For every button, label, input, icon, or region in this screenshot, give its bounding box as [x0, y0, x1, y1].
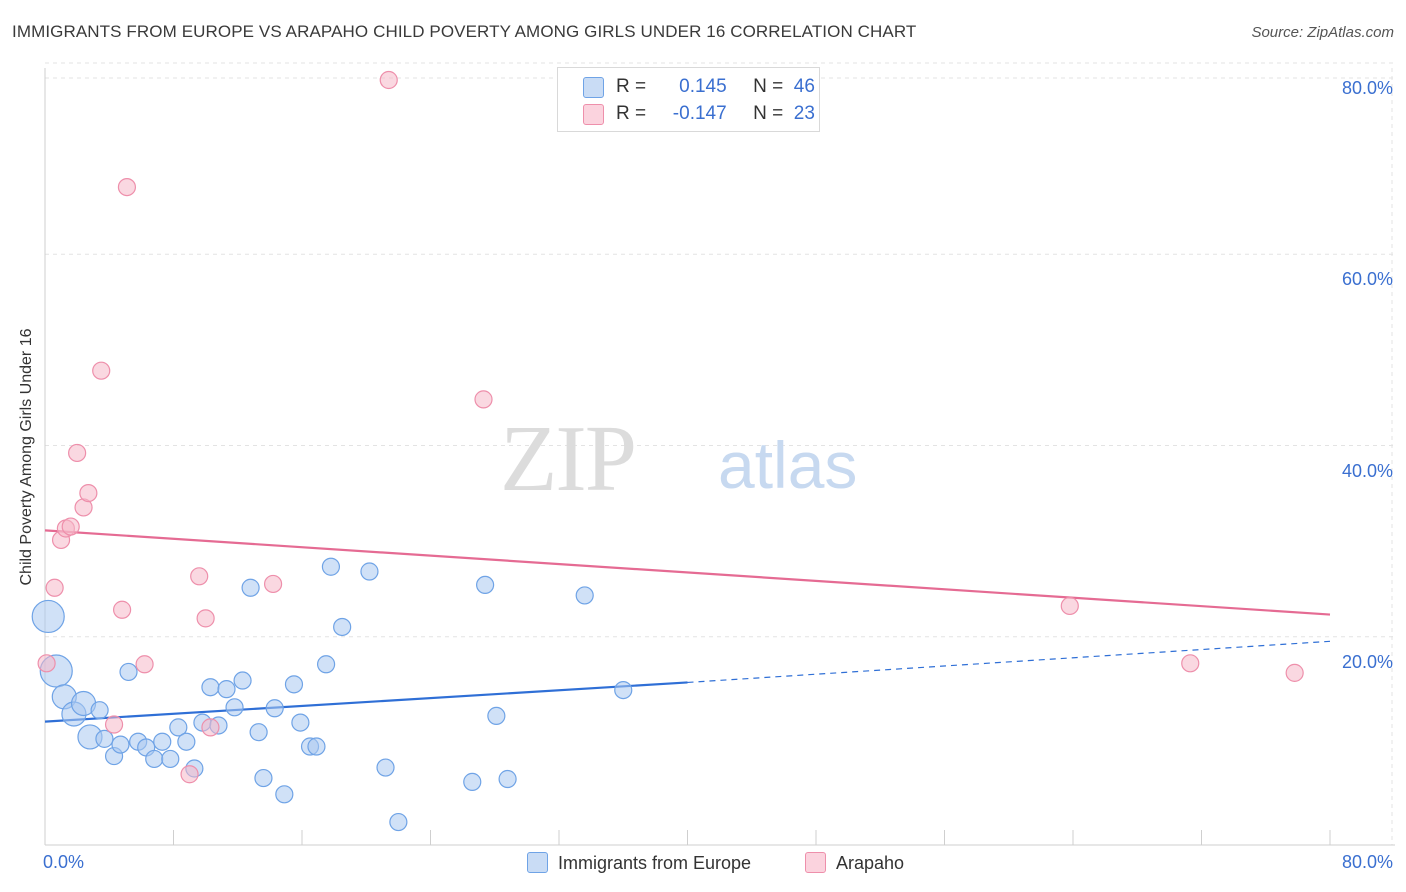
n-label: N = [753, 103, 784, 124]
point-immigrants-from-europe [376, 758, 395, 777]
axes [44, 68, 1395, 846]
trend-line-europe-extension [687, 640, 1331, 684]
point-immigrants-from-europe [321, 557, 341, 576]
point-arapaho [68, 443, 87, 463]
point-immigrants-from-europe [90, 701, 109, 720]
chart-title: IMMIGRANTS FROM EUROPE VS ARAPAHO CHILD … [12, 22, 917, 41]
point-arapaho [1181, 654, 1200, 673]
point-arapaho [1285, 663, 1304, 682]
watermark-zip: ZIP [500, 407, 635, 511]
legend-item-arapaho: Arapaho [805, 852, 904, 874]
legend-item-europe: Immigrants from Europe [527, 852, 751, 874]
y-tick-label: 20.0% [1341, 651, 1393, 672]
point-immigrants-from-europe [360, 562, 379, 581]
x-tick-label: 80.0% [1341, 852, 1393, 872]
point-arapaho [196, 609, 215, 628]
y-tick-label: 60.0% [1341, 269, 1393, 290]
point-immigrants-from-europe [233, 671, 252, 690]
point-immigrants-from-europe [476, 575, 495, 595]
point-arapaho [201, 718, 220, 737]
point-immigrants-from-europe [95, 729, 114, 748]
y-tick-label: 40.0% [1341, 460, 1393, 481]
point-arapaho [61, 517, 80, 536]
x-tick-label: 0.0% [43, 852, 85, 872]
point-arapaho [79, 484, 98, 503]
r-value: -0.147 [672, 103, 727, 124]
point-immigrants-from-europe [284, 675, 304, 694]
point-immigrants-from-europe [31, 599, 65, 634]
legend-label: Arapaho [836, 853, 905, 873]
trend-line-europe [44, 681, 688, 723]
r-label: R = [616, 103, 647, 124]
point-immigrants-from-europe [225, 698, 244, 717]
legend-swatch-europe [583, 76, 604, 98]
legend-swatch-europe [527, 852, 548, 873]
source-label: Source: ZipAtlas.com [1251, 24, 1394, 41]
point-immigrants-from-europe [161, 749, 180, 769]
point-immigrants-from-europe [275, 785, 294, 804]
legend-swatch-arapaho [805, 852, 826, 873]
point-immigrants-from-europe [177, 732, 196, 751]
r-label: R = [616, 76, 647, 97]
point-immigrants-from-europe [265, 699, 284, 718]
point-arapaho [1060, 596, 1079, 616]
trend-line-arapaho [44, 529, 1331, 616]
point-arapaho [180, 765, 199, 784]
point-immigrants-from-europe [487, 706, 506, 726]
point-arapaho [112, 600, 132, 619]
point-immigrants-from-europe [333, 617, 352, 637]
point-immigrants-from-europe [217, 680, 236, 699]
point-arapaho [92, 361, 111, 380]
point-arapaho [379, 70, 398, 90]
point-arapaho [135, 655, 154, 674]
point-immigrants-from-europe [111, 735, 130, 754]
trend-lines [44, 529, 1331, 723]
point-arapaho [263, 574, 283, 594]
point-immigrants-from-europe [498, 769, 517, 789]
point-immigrants-from-europe [145, 749, 164, 769]
point-arapaho [190, 567, 209, 586]
point-immigrants-from-europe [575, 586, 594, 605]
point-immigrants-from-europe [241, 578, 260, 597]
n-value: 46 [793, 76, 815, 97]
point-arapaho [117, 178, 137, 197]
legend-label: Immigrants from Europe [558, 853, 752, 873]
point-arapaho [45, 578, 64, 597]
point-immigrants-from-europe [254, 768, 273, 788]
legend-swatch-arapaho [583, 103, 604, 125]
point-immigrants-from-europe [307, 737, 326, 756]
point-immigrants-from-europe [316, 655, 336, 674]
point-immigrants-from-europe [463, 772, 482, 791]
point-arapaho [37, 654, 56, 673]
n-label: N = [753, 76, 784, 97]
point-immigrants-from-europe [389, 812, 408, 832]
y-tick-label: 80.0% [1341, 78, 1393, 98]
point-immigrants-from-europe [153, 732, 172, 751]
point-immigrants-from-europe [291, 713, 310, 732]
point-immigrants-from-europe [169, 718, 188, 737]
r-value: 0.145 [679, 76, 727, 97]
watermark: ZIP atlas [500, 407, 857, 511]
data-points [31, 70, 1304, 832]
point-arapaho [474, 390, 493, 409]
point-immigrants-from-europe [201, 678, 220, 697]
point-immigrants-from-europe [119, 662, 138, 682]
watermark-atlas: atlas [718, 428, 857, 502]
point-immigrants-from-europe [614, 680, 633, 700]
point-immigrants-from-europe [249, 723, 268, 742]
stats-legend: R = 0.145 N = 46 R = -0.147 N = 23 [557, 67, 820, 132]
n-value: 23 [793, 103, 815, 124]
point-arapaho [104, 715, 124, 734]
